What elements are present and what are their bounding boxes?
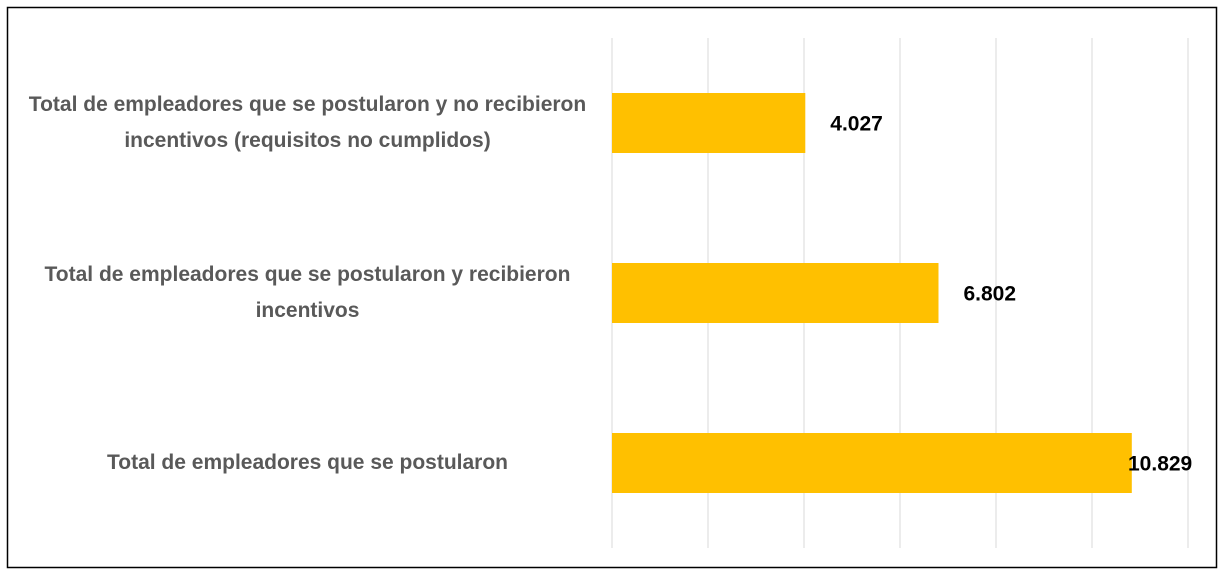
bar [612,433,1132,493]
bar [612,93,806,153]
value-label: 10.829 [1128,453,1192,476]
value-label: 6.802 [963,283,1016,306]
value-label: 4.027 [830,113,883,136]
chart-border [6,6,1218,569]
category-label: Total de empleadores que se postularon [106,451,509,474]
category-label: Total de empleadores que se postularon y… [44,263,571,322]
category-label: Total de empleadores que se postularon y… [28,93,587,152]
bar [612,263,939,323]
